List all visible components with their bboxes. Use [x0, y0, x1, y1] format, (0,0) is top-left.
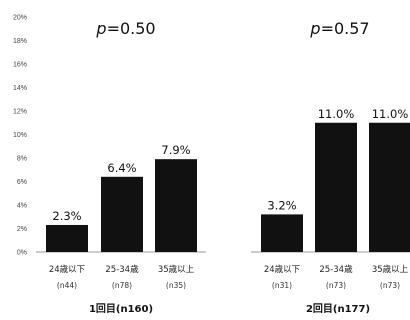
p-value-label: p=0.57: [309, 19, 369, 38]
bar-value-label: 11.0%: [318, 107, 355, 121]
group-label: 1回目(n160): [89, 303, 153, 315]
n-label: (n44): [57, 281, 77, 290]
y-tick-label: 12%: [13, 109, 27, 116]
bar: [101, 176, 143, 252]
p-value: =0.50: [107, 19, 156, 38]
category-label: 35歳以上: [158, 264, 195, 275]
p-value: =0.57: [321, 19, 370, 38]
y-tick-label: 6%: [17, 179, 27, 186]
n-label: (n73): [380, 281, 400, 290]
y-tick-label: 20%: [13, 15, 27, 22]
bar: [46, 224, 88, 252]
p-symbol: p: [95, 19, 106, 38]
n-label: (n78): [112, 281, 132, 290]
y-tick-label: 18%: [13, 38, 27, 45]
y-tick-label: 2%: [17, 226, 27, 233]
bar-value-label: 2.3%: [52, 209, 81, 223]
y-tick-label: 0%: [17, 250, 27, 257]
category-label: 25-34歳: [105, 264, 139, 275]
bar: [261, 214, 303, 252]
y-tick-label: 4%: [17, 203, 27, 210]
group-label: 2回目(n177): [306, 303, 370, 315]
p-symbol: p: [309, 19, 320, 38]
bar-value-label: 6.4%: [107, 161, 136, 175]
n-label: (n31): [272, 281, 292, 290]
bar: [315, 122, 357, 252]
bar: [369, 122, 410, 252]
bar-value-label: 7.9%: [161, 143, 190, 157]
p-value-label: p=0.50: [95, 19, 155, 38]
category-label: 24歳以下: [49, 264, 86, 275]
y-tick-label: 8%: [17, 156, 27, 163]
bar-value-label: 11.0%: [372, 107, 409, 121]
group-2: p=0.57 3.2% 24歳以下 (n31) 11.0% 25-34歳 (n73) 11.0…: [251, 19, 410, 315]
category-label: 35歳以上: [372, 264, 409, 275]
y-tick-label: 10%: [13, 132, 27, 139]
y-tick-label: 14%: [13, 85, 27, 92]
category-label: 25-34歳: [319, 264, 353, 275]
y-tick-label: 16%: [13, 62, 27, 69]
bar-value-label: 3.2%: [267, 198, 296, 212]
group-1: p=0.50 2.3% 24歳以下 (n44) 6.4% 25-34歳 (n78) 7.9% 3…: [36, 19, 206, 315]
bar: [155, 159, 197, 252]
n-label: (n35): [166, 281, 186, 290]
n-label: (n73): [326, 281, 346, 290]
category-label: 24歳以下: [264, 264, 301, 275]
y-axis: 0% 2% 4% 6% 8% 10% 12% 14% 16% 18% 20%: [13, 15, 27, 257]
chart-groups: p=0.502.3%24歳以下(n44)6.4%25-34歳(n78)7.9%3…: [36, 19, 410, 315]
